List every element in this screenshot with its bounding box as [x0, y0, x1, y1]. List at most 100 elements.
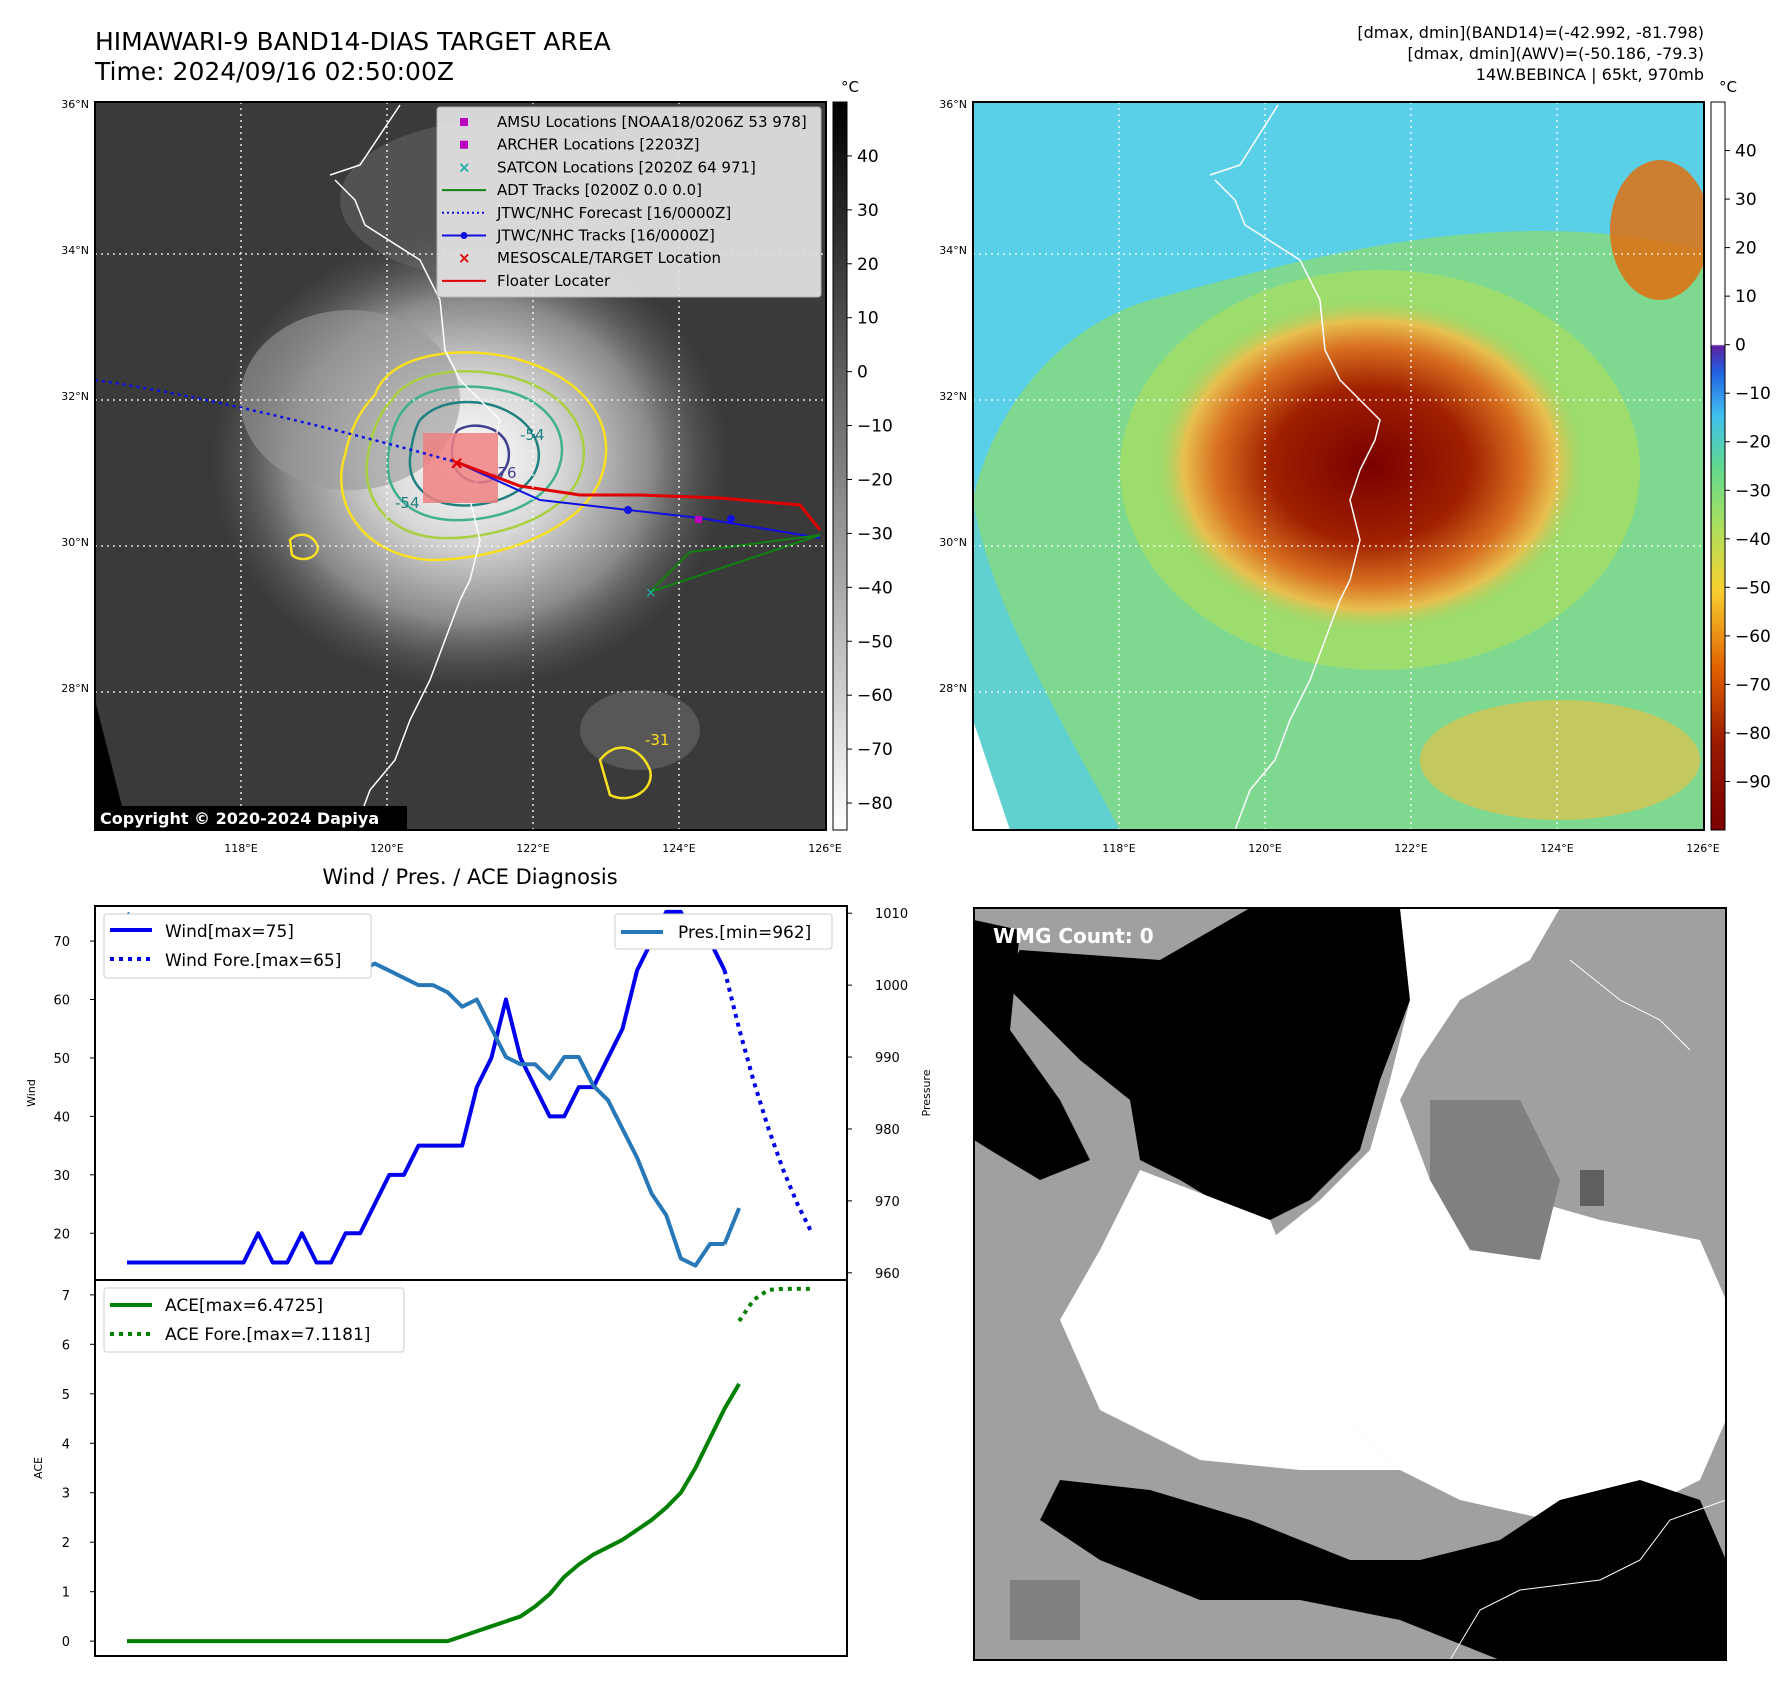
- legend-label: AMSU Locations [NOAA18/0206Z 53 978]: [497, 113, 807, 131]
- colorbar-tick-label: −80: [857, 794, 893, 814]
- legend-marker-x: ×: [458, 249, 471, 267]
- colorbar-tick-label: −30: [1735, 481, 1771, 501]
- wmg-gray-patch: [1430, 1100, 1560, 1260]
- ace-tick-label: 4: [62, 1437, 70, 1452]
- contour-lime: [365, 370, 586, 540]
- contour-yellow-south: [598, 746, 652, 800]
- ace-tick-label: 0: [62, 1635, 70, 1650]
- wmg-black-west: [974, 920, 1090, 1180]
- ace-legend: ACE[max=6.4725] ACE Fore.[max=7.1181]: [103, 1287, 405, 1353]
- wind-tick-label: 60: [53, 994, 70, 1009]
- colorbar-tick-label: −60: [857, 686, 893, 706]
- right-lon-label: 126°E: [1686, 842, 1719, 855]
- right-colorbar-unit: °C: [1719, 78, 1737, 96]
- target-marker: ×: [449, 453, 464, 474]
- right-coastline: [1209, 104, 1381, 830]
- ace-panel-frame: [94, 1279, 848, 1657]
- satcon-marker: ×: [645, 585, 657, 601]
- ace-tick-label: 7: [62, 1289, 70, 1304]
- pressure-tick-label: 960: [875, 1267, 900, 1282]
- left-map-nodata: [95, 700, 128, 830]
- colorbar-tick-label: −30: [857, 524, 893, 544]
- legend-marker-x: ×: [458, 158, 471, 176]
- wind-fore-legend-label: Wind Fore.[max=65]: [165, 951, 341, 971]
- wmg-white-west: [1060, 1170, 1400, 1470]
- colorbar-tick-label: 10: [1735, 287, 1757, 307]
- colorbar-tick-label: 40: [1735, 142, 1757, 162]
- cloud-band: [240, 310, 460, 490]
- pressure-tick-label: 1010: [875, 907, 908, 922]
- stats-awv: [dmax, dmin](AWV)=(-50.186, -79.3): [1407, 44, 1704, 63]
- left-colorbar-ticks: 40 30 20 10 0 −10 −20 −30 −40 −50 −60 −70 −80: [847, 147, 893, 814]
- contour-yellow: [340, 351, 608, 562]
- legend-label: ARCHER Locations [2203Z]: [497, 136, 700, 154]
- colorbar-tick-label: 30: [1735, 190, 1757, 210]
- series-3-line: [722, 1207, 741, 1245]
- stats-band14: [dmax, dmin](BAND14)=(-42.992, -81.798): [1357, 23, 1704, 42]
- colorbar-tick-label: 10: [857, 309, 879, 329]
- right-map-frame: [972, 101, 1705, 831]
- right-lat-label: 30°N: [939, 536, 967, 549]
- ace-series-0-line: [127, 1382, 741, 1644]
- colorbar-tick-label: −10: [1735, 384, 1771, 404]
- legend-label: MESOSCALE/TARGET Location: [497, 249, 721, 267]
- right-map: [973, 102, 1704, 830]
- colorbar-tick-label: −40: [1735, 530, 1771, 550]
- wind-tick-label: 70: [53, 935, 70, 950]
- wind-tick-label: 50: [53, 1052, 70, 1067]
- ace-legend-label: ACE[max=6.4725]: [165, 1296, 323, 1316]
- left-lat-label: 32°N: [61, 390, 89, 403]
- colorbar-tick-label: −40: [857, 578, 893, 598]
- contour-label-3: -54: [520, 426, 545, 444]
- wmg-coastline-ne: [1569, 959, 1691, 1051]
- left-colorbar: [832, 101, 848, 831]
- colorbar-tick-label: 0: [1735, 336, 1746, 356]
- copyright-text: Copyright © 2020-2024 Dapiya: [100, 809, 379, 828]
- left-lon-label: 120°E: [370, 842, 403, 855]
- right-lat-label: 32°N: [939, 390, 967, 403]
- ace-tick-label: 6: [62, 1338, 70, 1353]
- colorbar-tick-label: 20: [857, 255, 879, 275]
- stats-storm: 14W.BEBINCA | 65kt, 970mb: [1476, 65, 1704, 84]
- wmg-black-south: [1040, 1480, 1726, 1660]
- left-lat-label: 34°N: [61, 244, 89, 257]
- time-title: Time: 2024/09/16 02:50:00Z: [94, 57, 454, 86]
- adt-track: [649, 534, 821, 593]
- pressure-tick-label: 990: [875, 1051, 900, 1066]
- wmg-frame: [973, 907, 1727, 1661]
- colorbar-tick-label: −80: [1735, 724, 1771, 744]
- left-lon-label: 118°E: [224, 842, 257, 855]
- wmg-count: WMG Count: 0: [993, 924, 1154, 948]
- wind-tick-label: 40: [53, 1110, 70, 1125]
- left-map: -54 -76 -54 -31 × ×: [95, 102, 826, 830]
- storm-core: [1150, 295, 1590, 635]
- left-gridlines: [95, 102, 826, 830]
- colorbar-tick-label: −70: [857, 740, 893, 760]
- left-lat-label: 28°N: [61, 682, 89, 695]
- right-lat-label: 36°N: [939, 98, 967, 111]
- wmg-black-north: [1000, 908, 1410, 1220]
- main-title: HIMAWARI-9 BAND14-DIAS TARGET AREA: [95, 27, 611, 56]
- ace-fore-legend-label: ACE Fore.[max=7.1181]: [165, 1325, 370, 1345]
- right-gridlines: [973, 102, 1704, 830]
- left-lat-label: 36°N: [61, 98, 89, 111]
- target-box: [423, 433, 498, 503]
- colorbar-tick-label: 30: [857, 201, 879, 221]
- colorbar-tick-label: 0: [857, 363, 868, 383]
- pressure-ylabel: Pressure: [920, 1069, 933, 1116]
- left-colorbar-unit: °C: [841, 78, 859, 96]
- colorbar-tick-label: −20: [857, 470, 893, 490]
- right-colorbar-ticks: 40 30 20 10 0 −10 −20 −30 −40 −50 −60 −70 −80 −90: [1725, 142, 1771, 792]
- map-axis-labels: 36°N 34°N 32°N 30°N 28°N 118°E 120°E 122°E 124°E…: [61, 98, 1720, 855]
- colorbar-tick-label: 20: [1735, 239, 1757, 259]
- colorbar-tick-label: −90: [1735, 772, 1771, 792]
- pressure-legend-label: Pres.[min=962]: [678, 923, 811, 943]
- left-lon-label: 122°E: [516, 842, 549, 855]
- cloud-south: [580, 690, 700, 770]
- right-lon-label: 118°E: [1102, 842, 1135, 855]
- legend-marker-square: [460, 140, 468, 149]
- colorbar-tick-label: −70: [1735, 675, 1771, 695]
- diagnosis-title: Wind / Pres. / ACE Diagnosis: [322, 865, 617, 889]
- jtwc-forecast-track: [95, 378, 457, 464]
